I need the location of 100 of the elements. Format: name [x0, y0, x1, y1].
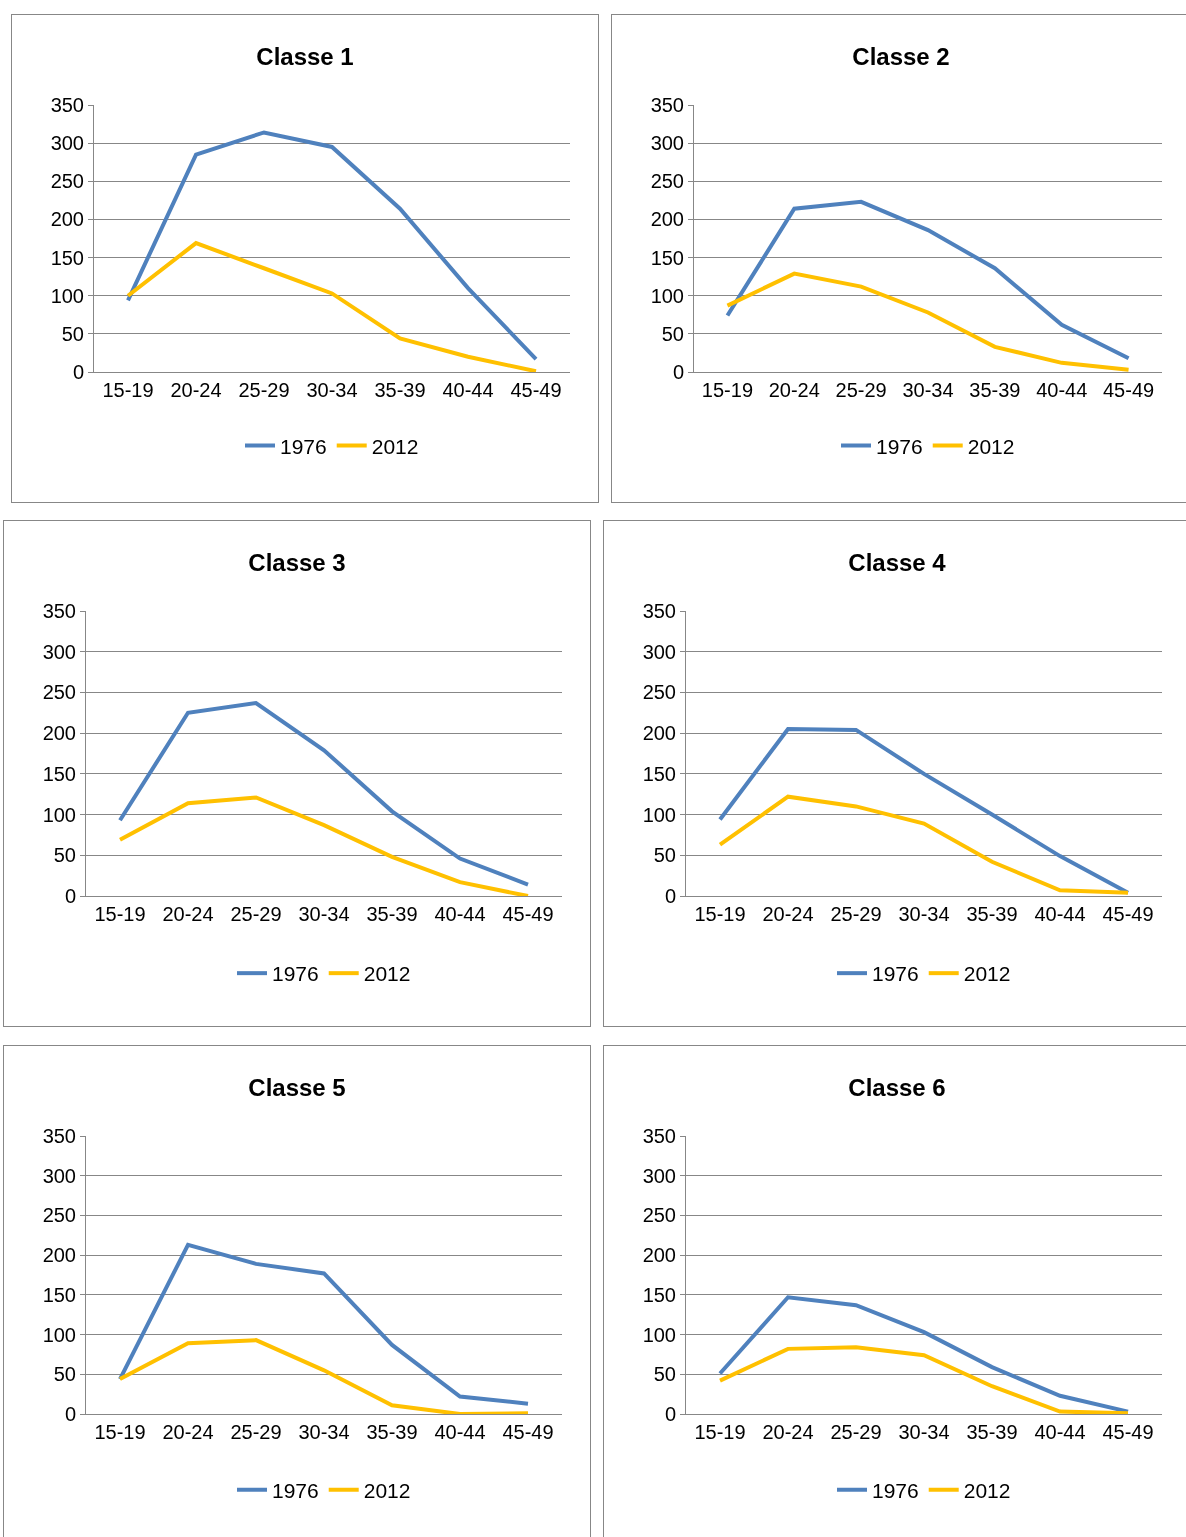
y-tick-label: 0	[64, 1403, 76, 1425]
x-tick-label: 20-24	[162, 903, 214, 925]
line-series	[725, 199, 1131, 361]
x-tick-label: 20-24	[768, 379, 820, 401]
x-tick-label: 25-29	[830, 1421, 882, 1443]
chart-title: Classe 3	[248, 549, 346, 577]
x-tick-label: 40-44	[1034, 903, 1086, 925]
y-tick-label: 200	[642, 722, 676, 745]
y-tick-label: 150	[642, 1283, 676, 1306]
x-tick-label: 15-19	[102, 379, 154, 401]
y-tick-label: 150	[42, 762, 76, 785]
legend-label: 2012	[967, 434, 1015, 458]
legend-label: 1976	[872, 1478, 919, 1502]
y-tick-label: 100	[42, 1323, 76, 1346]
x-tick-label: 35-39	[374, 379, 426, 401]
chart-title: Classe 4	[848, 549, 947, 577]
x-tick-label: 25-29	[230, 903, 282, 925]
line-series	[118, 701, 530, 887]
x-tick-label: 40-44	[434, 1421, 486, 1443]
y-tick-label: 350	[42, 1125, 76, 1147]
line-series	[718, 794, 1130, 895]
legend-label: 1976	[876, 434, 923, 458]
x-tick-label: 30-34	[298, 903, 350, 925]
y-tick-label: 250	[642, 681, 676, 704]
legend-label: 2012	[363, 1478, 411, 1502]
x-tick-label: 40-44	[434, 903, 486, 925]
y-tick-label: 300	[650, 132, 684, 155]
y-tick-label: 0	[64, 885, 76, 907]
y-tick-label: 0	[664, 1403, 676, 1425]
x-tick-label: 45-49	[510, 379, 562, 401]
chart-title: Classe 6	[848, 1074, 946, 1102]
legend-label: 2012	[363, 962, 411, 986]
x-tick-label: 15-19	[94, 903, 146, 925]
x-tick-label: 30-34	[898, 1421, 950, 1443]
y-tick-label: 50	[61, 322, 84, 345]
x-tick-label: 45-49	[1102, 1421, 1154, 1443]
x-tick-label: 25-29	[830, 903, 882, 925]
x-tick-label: 15-19	[701, 379, 754, 401]
y-tick-label: 200	[42, 722, 76, 745]
x-tick-label: 25-29	[835, 379, 887, 401]
y-tick-label: 150	[642, 762, 676, 785]
x-tick-label: 25-29	[230, 1421, 282, 1443]
y-tick-label: 350	[42, 600, 76, 622]
y-tick-label: 300	[50, 132, 84, 155]
y-tick-label: 200	[42, 1244, 76, 1267]
y-tick-label: 250	[642, 1204, 676, 1227]
y-tick-label: 350	[650, 94, 684, 116]
y-tick-label: 0	[664, 885, 676, 907]
x-tick-label: 20-24	[762, 1421, 814, 1443]
x-tick-label: 35-39	[366, 1421, 418, 1443]
y-tick-label: 250	[50, 170, 84, 193]
x-tick-label: 15-19	[694, 1421, 746, 1443]
line-series	[118, 795, 530, 896]
x-tick-label: 25-29	[238, 379, 290, 401]
y-tick-label: 200	[50, 208, 84, 231]
chart-title: Classe 5	[248, 1074, 346, 1102]
y-tick-label: 100	[650, 284, 684, 307]
legend-label: 2012	[963, 1478, 1011, 1502]
y-tick-label: 50	[653, 844, 676, 867]
y-tick-label: 350	[642, 1125, 676, 1147]
y-tick-label: 100	[642, 1323, 676, 1346]
legend-label: 1976	[272, 962, 319, 986]
x-tick-label: 40-44	[442, 379, 494, 401]
line-series	[725, 271, 1131, 372]
x-tick-label: 30-34	[306, 379, 358, 401]
legend-label: 1976	[272, 1478, 319, 1502]
x-tick-label: 35-39	[966, 1421, 1018, 1443]
line-series	[718, 1295, 1130, 1414]
x-tick-label: 45-49	[502, 1421, 554, 1443]
x-tick-label: 15-19	[694, 903, 746, 925]
y-tick-label: 100	[642, 803, 676, 826]
y-tick-label: 300	[42, 1164, 76, 1187]
y-tick-label: 50	[661, 322, 684, 345]
x-tick-label: 35-39	[966, 903, 1018, 925]
y-tick-label: 0	[672, 361, 684, 383]
line-series	[118, 1338, 530, 1414]
x-tick-label: 40-44	[1034, 1421, 1086, 1443]
x-tick-label: 30-34	[898, 903, 950, 925]
line-series	[718, 727, 1130, 895]
chart-title: Classe 1	[256, 43, 354, 71]
line-series	[126, 130, 538, 362]
y-tick-label: 350	[50, 94, 84, 116]
y-tick-label: 250	[650, 170, 684, 193]
chart-title: Classe 2	[852, 43, 950, 71]
y-tick-label: 250	[42, 1204, 76, 1227]
x-tick-label: 20-24	[170, 379, 222, 401]
y-tick-label: 150	[650, 246, 684, 269]
line-series	[718, 1345, 1130, 1414]
y-tick-label: 150	[50, 246, 84, 269]
y-tick-label: 200	[642, 1244, 676, 1267]
y-tick-label: 300	[42, 640, 76, 663]
x-tick-label: 45-49	[502, 903, 554, 925]
x-tick-label: 15-19	[94, 1421, 146, 1443]
legend-label: 2012	[963, 962, 1011, 986]
y-tick-label: 350	[642, 600, 676, 622]
x-tick-label: 45-49	[1102, 379, 1155, 401]
x-tick-label: 20-24	[762, 903, 814, 925]
legend-label: 1976	[872, 962, 919, 986]
y-tick-label: 150	[42, 1283, 76, 1306]
y-tick-label: 100	[42, 803, 76, 826]
